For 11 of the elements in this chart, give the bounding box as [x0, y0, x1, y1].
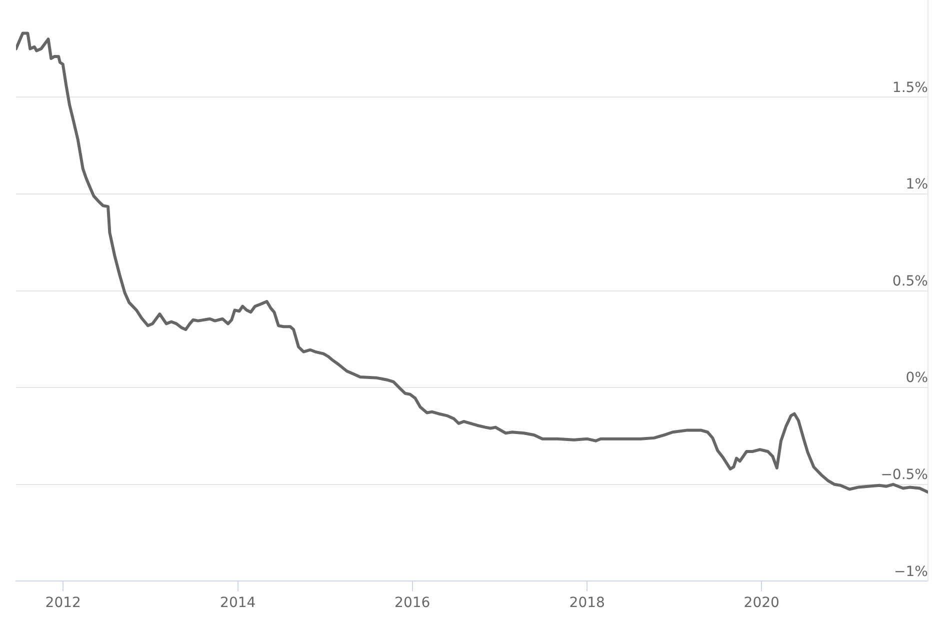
y-tick-label: −0.5%	[880, 467, 928, 484]
x-tick-label: 2018	[569, 595, 605, 612]
x-tick-label: 2020	[744, 595, 780, 612]
y-tick-label: 1%	[906, 176, 928, 193]
y-tick-label: 0%	[906, 370, 928, 386]
y-tick-label: 0.5%	[892, 273, 928, 290]
x-tick-label: 2012	[45, 595, 81, 612]
y-tick-label: 1.5%	[892, 80, 928, 96]
y-tick-label: −1%	[894, 564, 928, 580]
x-tick-label: 2016	[394, 595, 430, 612]
x-tick-label: 2014	[220, 595, 256, 612]
